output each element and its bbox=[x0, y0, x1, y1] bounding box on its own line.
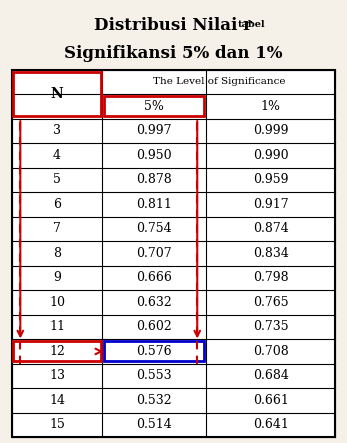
Bar bbox=[104, 96, 204, 117]
Text: 0.950: 0.950 bbox=[136, 149, 172, 162]
Bar bbox=[14, 342, 101, 361]
Text: 0.917: 0.917 bbox=[253, 198, 288, 211]
Text: 4: 4 bbox=[53, 149, 61, 162]
Text: 0.765: 0.765 bbox=[253, 296, 288, 309]
Text: 0.666: 0.666 bbox=[136, 272, 172, 284]
Text: 0.708: 0.708 bbox=[253, 345, 288, 358]
Text: 13: 13 bbox=[49, 369, 65, 382]
Text: 0.602: 0.602 bbox=[136, 320, 172, 334]
Bar bbox=[104, 342, 204, 361]
Text: 0.997: 0.997 bbox=[136, 124, 172, 137]
Text: 8: 8 bbox=[53, 247, 61, 260]
Text: 6: 6 bbox=[53, 198, 61, 211]
Text: 0.811: 0.811 bbox=[136, 198, 172, 211]
Text: 3: 3 bbox=[53, 124, 61, 137]
Text: 12: 12 bbox=[49, 345, 65, 358]
Text: 0.754: 0.754 bbox=[136, 222, 172, 235]
Text: 0.959: 0.959 bbox=[253, 173, 288, 187]
Text: 0.990: 0.990 bbox=[253, 149, 288, 162]
Text: 0.632: 0.632 bbox=[136, 296, 172, 309]
Text: 0.684: 0.684 bbox=[253, 369, 288, 382]
Text: 0.514: 0.514 bbox=[136, 419, 172, 431]
Text: 0.532: 0.532 bbox=[136, 394, 172, 407]
Text: 11: 11 bbox=[49, 320, 65, 334]
Text: 15: 15 bbox=[49, 419, 65, 431]
Text: Signifikansi 5% dan 1%: Signifikansi 5% dan 1% bbox=[64, 46, 283, 62]
Text: 0.641: 0.641 bbox=[253, 419, 288, 431]
Text: 14: 14 bbox=[49, 394, 65, 407]
Text: 0.735: 0.735 bbox=[253, 320, 288, 334]
Text: 0.576: 0.576 bbox=[136, 345, 172, 358]
Text: 0.553: 0.553 bbox=[136, 369, 172, 382]
Text: N: N bbox=[51, 87, 64, 101]
Text: tabel: tabel bbox=[238, 20, 265, 29]
Text: 5%: 5% bbox=[144, 100, 164, 113]
Text: 0.707: 0.707 bbox=[136, 247, 172, 260]
Text: 0.798: 0.798 bbox=[253, 272, 288, 284]
Text: 5: 5 bbox=[53, 173, 61, 187]
Text: 10: 10 bbox=[49, 296, 65, 309]
Text: Distribusi Nilai r: Distribusi Nilai r bbox=[94, 17, 253, 34]
Text: 1%: 1% bbox=[261, 100, 281, 113]
Text: 0.999: 0.999 bbox=[253, 124, 288, 137]
Text: 0.661: 0.661 bbox=[253, 394, 288, 407]
Text: 0.874: 0.874 bbox=[253, 222, 288, 235]
Text: 7: 7 bbox=[53, 222, 61, 235]
Text: 0.834: 0.834 bbox=[253, 247, 288, 260]
Text: 9: 9 bbox=[53, 272, 61, 284]
Text: 0.878: 0.878 bbox=[136, 173, 172, 187]
Text: The Level of Significance: The Level of Significance bbox=[153, 78, 285, 86]
